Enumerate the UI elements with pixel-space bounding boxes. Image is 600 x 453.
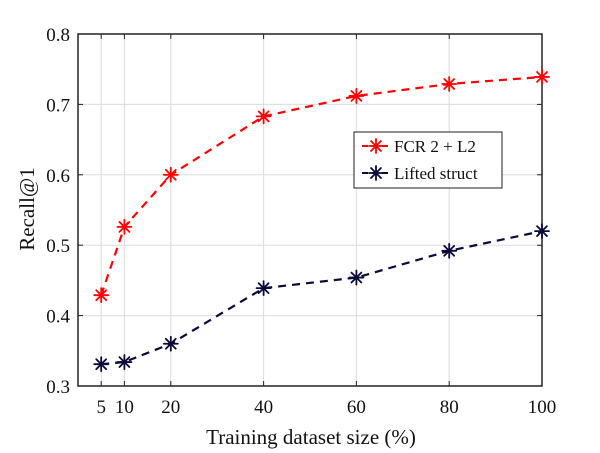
y-tick-label: 0.6 [46, 166, 70, 187]
data-point [348, 88, 365, 104]
data-point [93, 287, 110, 304]
legend-entry: FCR 2 + L2 [362, 137, 476, 156]
data-point [534, 223, 550, 240]
y-tick-label: 0.4 [46, 307, 70, 328]
y-axis-label: Recall@1 [15, 167, 39, 250]
x-tick-label: 40 [254, 397, 273, 418]
y-tick-label: 0.8 [46, 25, 70, 46]
data-point [534, 69, 550, 85]
legend-entry: Lifted struct [362, 164, 478, 183]
data-point [162, 335, 179, 352]
data-point [162, 166, 179, 183]
legend-box [353, 131, 503, 189]
plot-frame [77, 33, 543, 387]
data-point [116, 354, 133, 370]
x-tick-label: 10 [115, 397, 134, 418]
data-point [255, 280, 272, 297]
data-point [116, 218, 133, 235]
x-tick-label: 100 [528, 397, 557, 418]
x-axis-label: Training dataset size (%) [206, 425, 416, 449]
data-point [441, 242, 458, 259]
legend-marker [368, 138, 384, 154]
legend-label: FCR 2 + L2 [394, 137, 476, 156]
x-tick-label: 60 [347, 397, 366, 418]
x-tick-label: 5 [96, 397, 106, 418]
series-1 [93, 69, 550, 304]
x-tick-label: 80 [440, 397, 459, 418]
series-2 [93, 223, 550, 373]
series-layer [93, 69, 550, 373]
y-tick-label: 0.5 [46, 236, 70, 257]
x-tick-label: 20 [161, 397, 180, 418]
y-tick-label: 0.3 [46, 377, 70, 398]
legend-label: Lifted struct [394, 164, 478, 183]
data-point [441, 76, 458, 92]
data-point [93, 356, 110, 373]
legend: FCR 2 + L2 Lifted struct [353, 131, 503, 189]
data-point [255, 108, 272, 125]
data-point [348, 269, 365, 286]
legend-marker [368, 165, 384, 181]
axis-ticks: 5 10 20 40 60 80 100 0.3 0.4 0.5 0.6 0.7 0.8 [46, 25, 556, 418]
y-tick-label: 0.7 [46, 95, 70, 116]
